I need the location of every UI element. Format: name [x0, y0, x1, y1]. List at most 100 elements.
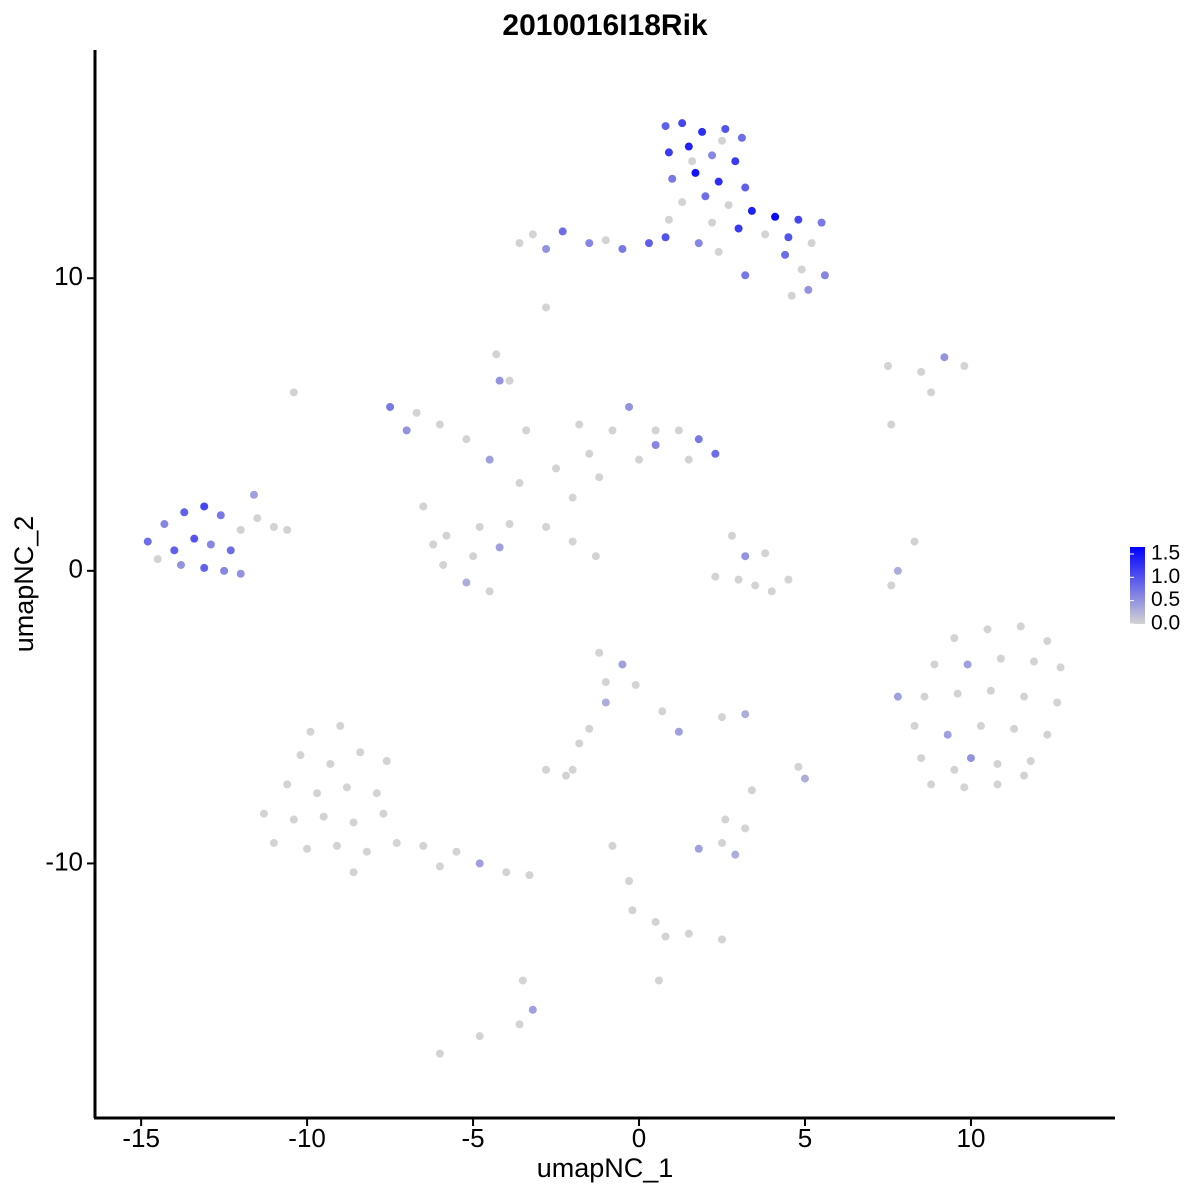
point	[542, 765, 551, 774]
point	[283, 780, 292, 789]
point	[787, 291, 796, 300]
point	[1010, 724, 1019, 733]
point	[993, 759, 1002, 768]
point	[382, 757, 391, 766]
point	[631, 680, 640, 689]
point	[625, 402, 634, 411]
point	[542, 522, 551, 531]
point	[741, 271, 750, 280]
point	[1043, 637, 1052, 646]
point	[160, 520, 169, 529]
point	[950, 634, 959, 643]
point	[575, 420, 584, 429]
point	[661, 233, 670, 242]
point	[674, 426, 683, 435]
point	[920, 692, 929, 701]
x-tick-label: 0	[632, 1123, 646, 1153]
point	[1020, 692, 1029, 701]
x-axis-title: umapNC_1	[537, 1153, 674, 1183]
point	[528, 230, 537, 239]
point	[668, 174, 677, 183]
point	[462, 578, 471, 587]
point	[492, 350, 501, 359]
point	[419, 502, 428, 511]
point	[618, 244, 627, 253]
point	[651, 426, 660, 435]
point	[505, 520, 514, 529]
point	[784, 575, 793, 584]
point	[412, 408, 421, 417]
point	[718, 713, 727, 722]
point	[644, 239, 653, 248]
point	[306, 727, 315, 736]
point	[220, 566, 229, 575]
point	[269, 838, 278, 847]
point	[585, 724, 594, 733]
point	[1056, 663, 1065, 672]
point	[236, 569, 245, 578]
point	[708, 218, 717, 227]
point	[817, 218, 826, 227]
point	[996, 654, 1005, 663]
point	[893, 566, 902, 575]
y-tick-label: 10	[54, 261, 83, 291]
point	[429, 540, 438, 549]
point	[372, 789, 381, 798]
point	[684, 929, 693, 938]
point	[691, 168, 700, 177]
point	[943, 730, 952, 739]
point	[678, 198, 687, 207]
point	[269, 522, 278, 531]
point	[319, 812, 328, 821]
point	[253, 514, 262, 523]
point	[724, 201, 733, 210]
point	[698, 127, 707, 136]
point	[651, 917, 660, 926]
point	[781, 250, 790, 259]
point	[986, 686, 995, 695]
point	[731, 157, 740, 166]
point	[800, 774, 809, 783]
point	[734, 224, 743, 233]
point	[684, 455, 693, 464]
point	[950, 765, 959, 774]
point	[601, 236, 610, 245]
point	[887, 420, 896, 429]
point	[721, 815, 730, 824]
point	[561, 771, 570, 780]
point	[618, 660, 627, 669]
point	[940, 353, 949, 362]
point	[515, 479, 524, 488]
point	[688, 157, 697, 166]
point	[678, 119, 687, 128]
point	[664, 215, 673, 224]
point	[176, 560, 185, 569]
point	[794, 762, 803, 771]
point	[674, 727, 683, 736]
color-tick-label: 0.5	[1151, 588, 1180, 611]
point	[475, 522, 484, 531]
point	[435, 862, 444, 871]
point	[326, 759, 335, 768]
point	[200, 502, 209, 511]
point	[983, 625, 992, 634]
point	[495, 543, 504, 552]
point	[960, 362, 969, 371]
point	[336, 721, 345, 730]
point	[518, 976, 527, 985]
point	[495, 376, 504, 385]
point	[807, 239, 816, 248]
point	[797, 265, 806, 274]
point	[708, 151, 717, 160]
point	[721, 125, 730, 134]
point	[741, 824, 750, 833]
point	[963, 660, 972, 669]
chart-title: 2010016I18Rik	[502, 9, 707, 42]
point	[170, 546, 179, 555]
point	[419, 841, 428, 850]
point	[684, 142, 693, 151]
point	[236, 525, 245, 534]
point	[595, 473, 604, 482]
x-tick-label: 5	[798, 1123, 812, 1153]
